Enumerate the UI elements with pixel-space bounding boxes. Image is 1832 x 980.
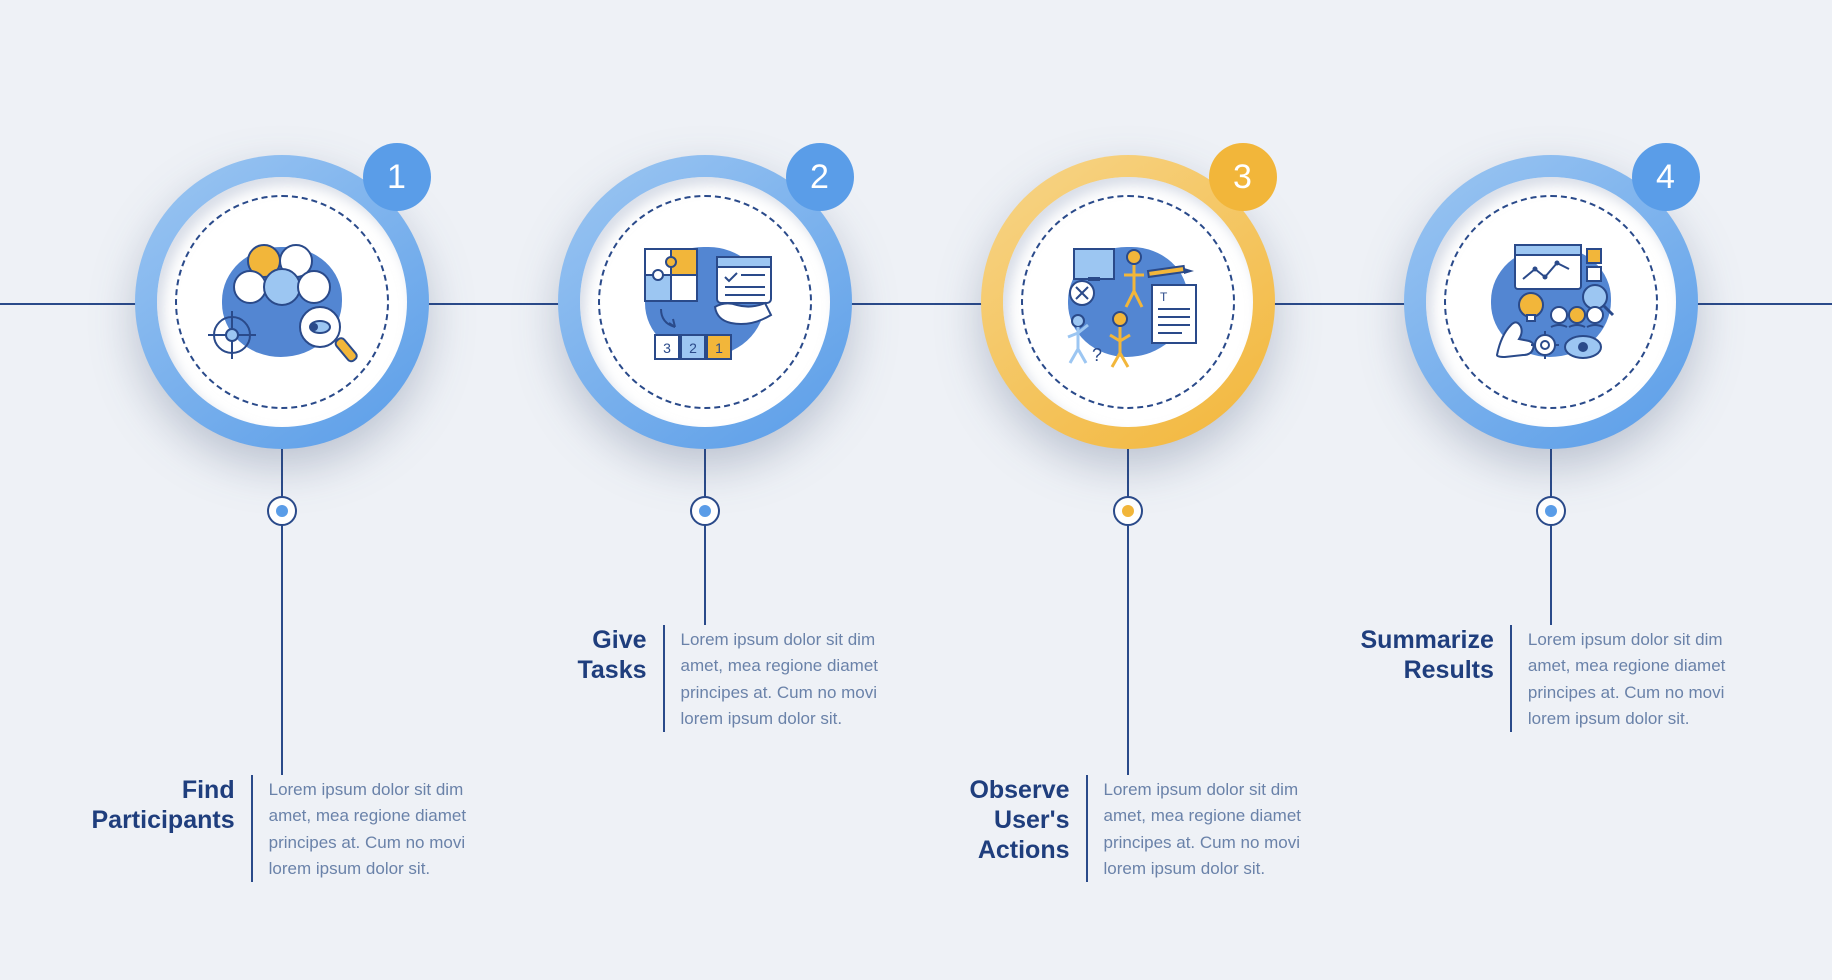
step-body: Lorem ipsum dolor sit dim amet, mea regi… [269,777,472,882]
tasks-icon: 3 2 1 [625,227,785,377]
stem-upper [1127,449,1129,497]
icon-area [193,213,371,391]
node [267,496,297,526]
step-circle: 3 2 1 2 [558,155,852,449]
svg-text:1: 1 [715,340,723,356]
step-number: 4 [1656,158,1675,197]
stem-upper [1550,449,1552,497]
step-2: 3 2 1 2 Give Tasks [515,155,895,882]
step-3: T ? 3 [938,155,1318,882]
steps-row: 1 Find Participants Lorem ipsum dolor si… [0,155,1832,882]
node-dot [1545,505,1557,517]
step-title: Observe User's Actions [938,775,1070,865]
results-icon [1471,227,1631,377]
step-body: Lorem ipsum dolor sit dim amet, mea regi… [1104,777,1318,882]
step-badge: 3 [1209,143,1277,211]
text-block: Summarize Results Lorem ipsum dolor sit … [1361,625,1741,732]
svg-text:3: 3 [663,340,671,356]
stem-upper [704,449,706,497]
stem-upper [281,449,283,497]
node-dot [1122,505,1134,517]
step-badge: 4 [1632,143,1700,211]
step-body: Lorem ipsum dolor sit dim amet, mea regi… [681,627,895,732]
stem-lower [1127,525,1129,775]
node [1113,496,1143,526]
step-circle: 4 [1404,155,1698,449]
node-dot [276,505,288,517]
icon-area [1462,213,1640,391]
stem-lower [281,525,283,775]
observe-icon: T ? [1048,227,1208,377]
svg-text:T: T [1160,290,1168,304]
icon-area: 3 2 1 [616,213,794,391]
icon-area: T ? [1039,213,1217,391]
step-body: Lorem ipsum dolor sit dim amet, mea regi… [1528,627,1741,732]
stem-lower [704,525,706,625]
step-circle: T ? 3 [981,155,1275,449]
step-1: 1 Find Participants Lorem ipsum dolor si… [92,155,472,882]
step-badge: 2 [786,143,854,211]
text-block: Observe User's Actions Lorem ipsum dolor… [938,775,1318,882]
step-number: 2 [810,158,829,197]
text-block: Give Tasks Lorem ipsum dolor sit dim ame… [515,625,895,732]
svg-text:?: ? [1092,345,1102,365]
step-title: Summarize Results [1361,625,1494,685]
step-title: Find Participants [92,775,235,835]
step-number: 3 [1233,158,1252,197]
node-dot [699,505,711,517]
step-circle: 1 [135,155,429,449]
node [690,496,720,526]
step-4: 4 Summarize Results Lorem ipsum dolor si… [1361,155,1741,882]
svg-text:2: 2 [689,340,697,356]
step-badge: 1 [363,143,431,211]
step-number: 1 [387,158,406,197]
step-title: Give Tasks [515,625,647,685]
participants-icon [202,227,362,377]
node [1536,496,1566,526]
text-block: Find Participants Lorem ipsum dolor sit … [92,775,472,882]
stem-lower [1550,525,1552,625]
